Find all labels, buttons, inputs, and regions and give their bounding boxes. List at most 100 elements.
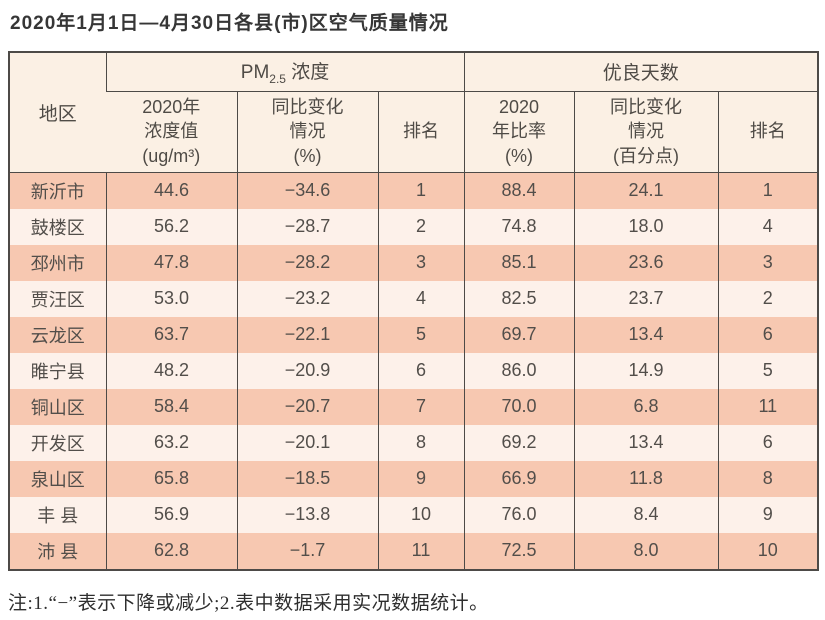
cell-days-change: 23.7 [573,280,719,317]
pm25-label-subscript: 2.5 [269,71,286,86]
cell-days-change: 11.8 [573,460,719,497]
cell-pm-rank: 5 [377,316,465,353]
cell-days-change: 8.4 [573,496,719,533]
pm25-label-prefix: PM [240,62,270,84]
cell-days-ratio: 72.5 [463,532,575,570]
cell-pm-rank: 1 [377,172,465,209]
table-row: 开发区 63.2 −20.1 8 69.2 13.4 6 [9,424,819,461]
cell-days-rank: 11 [717,388,819,425]
cell-pm-value: 63.7 [105,316,237,353]
table-row: 沛 县 62.8 −1.7 11 72.5 8.0 10 [9,532,819,570]
table-row: 云龙区 63.7 −22.1 5 69.7 13.4 6 [9,316,819,353]
table-header: 地区 PM2.5 浓度 优良天数 2020年 浓度值 (ug/m³) 同比变化 … [9,51,819,173]
cell-pm-change: −22.1 [236,316,378,353]
cell-days-ratio: 76.0 [463,496,575,533]
cell-days-rank: 2 [717,280,819,317]
cell-region: 睢宁县 [9,352,106,389]
cell-pm-change: −20.7 [236,388,378,425]
cell-pm-rank: 7 [377,388,465,425]
cell-pm-value: 65.8 [105,460,237,497]
cell-region: 丰 县 [9,496,106,533]
cell-days-ratio: 69.7 [463,316,575,353]
cell-region: 沛 县 [9,532,106,570]
cell-days-rank: 8 [717,460,819,497]
cell-days-change: 6.8 [573,388,719,425]
cell-pm-rank: 8 [377,424,465,461]
cell-pm-change: −13.8 [236,496,378,533]
cell-pm-value: 44.6 [105,172,237,209]
header-group-good-days: 优良天数 [463,51,819,92]
cell-days-ratio: 66.9 [463,460,575,497]
cell-region: 铜山区 [9,388,106,425]
page-title: 2020年1月1日—4月30日各县(市)区空气质量情况 [10,13,449,34]
cell-days-change: 8.0 [573,532,719,570]
header-pm-change: 同比变化 情况 (%) [236,91,378,173]
cell-region: 开发区 [9,424,106,461]
cell-days-rank: 5 [717,352,819,389]
cell-region: 云龙区 [9,316,106,353]
header-sub-row: 2020年 浓度值 (ug/m³) 同比变化 情况 (%) 排名 2020 年比… [9,91,819,173]
cell-days-change: 18.0 [573,208,719,245]
header-days-change: 同比变化 情况 (百分点) [573,91,719,173]
cell-pm-rank: 2 [377,208,465,245]
cell-days-rank: 6 [717,424,819,461]
cell-days-change: 13.4 [573,316,719,353]
header-region: 地区 [9,51,106,173]
cell-pm-change: −20.1 [236,424,378,461]
cell-days-ratio: 69.2 [463,424,575,461]
header-days-rank: 排名 [717,91,819,173]
header-days-ratio: 2020 年比率 (%) [463,91,575,173]
cell-pm-value: 62.8 [105,532,237,570]
cell-days-rank: 4 [717,208,819,245]
cell-days-rank: 10 [717,532,819,570]
table-row: 泉山区 65.8 −18.5 9 66.9 11.8 8 [9,460,819,497]
cell-days-change: 23.6 [573,244,719,281]
cell-pm-value: 47.8 [105,244,237,281]
cell-pm-rank: 9 [377,460,465,497]
cell-pm-rank: 11 [377,532,465,570]
cell-days-ratio: 74.8 [463,208,575,245]
table-row: 睢宁县 48.2 −20.9 6 86.0 14.9 5 [9,352,819,389]
cell-days-change: 14.9 [573,352,719,389]
cell-pm-change: −20.9 [236,352,378,389]
cell-pm-change: −28.7 [236,208,378,245]
cell-pm-rank: 4 [377,280,465,317]
cell-region: 鼓楼区 [9,208,106,245]
header-group-row: 地区 PM2.5 浓度 优良天数 [9,51,819,173]
cell-pm-value: 48.2 [105,352,237,389]
cell-days-rank: 6 [717,316,819,353]
cell-region: 邳州市 [9,244,106,281]
footnote: 注:1.“−”表示下降或减少;2.表中数据采用实况数据统计。 [8,592,489,614]
cell-pm-value: 56.2 [105,208,237,245]
cell-pm-rank: 6 [377,352,465,389]
cell-days-change: 24.1 [573,172,719,209]
table-row: 铜山区 58.4 −20.7 7 70.0 6.8 11 [9,388,819,425]
table-row: 丰 县 56.9 −13.8 10 76.0 8.4 9 [9,496,819,533]
cell-days-ratio: 88.4 [463,172,575,209]
table-row: 鼓楼区 56.2 −28.7 2 74.8 18.0 4 [9,208,819,245]
cell-pm-change: −18.5 [236,460,378,497]
cell-region: 泉山区 [9,460,106,497]
cell-days-ratio: 86.0 [463,352,575,389]
cell-days-rank: 1 [717,172,819,209]
cell-days-ratio: 70.0 [463,388,575,425]
header-group-pm25: PM2.5 浓度 [105,51,465,92]
cell-pm-rank: 10 [377,496,465,533]
table-row: 邳州市 47.8 −28.2 3 85.1 23.6 3 [9,244,819,281]
cell-pm-change: −34.6 [236,172,378,209]
cell-pm-change: −28.2 [236,244,378,281]
pm25-label-suffix: 浓度 [285,62,330,84]
table-body: 新沂市 44.6 −34.6 1 88.4 24.1 1 鼓楼区 56.2 −28.7 2 74.8 1… [9,172,819,570]
cell-region: 贾汪区 [9,280,106,317]
cell-days-rank: 3 [717,244,819,281]
cell-days-rank: 9 [717,496,819,533]
table-row: 新沂市 44.6 −34.6 1 88.4 24.1 1 [9,172,819,209]
cell-pm-change: −23.2 [236,280,378,317]
cell-days-ratio: 82.5 [463,280,575,317]
cell-pm-value: 53.0 [105,280,237,317]
cell-region: 新沂市 [9,172,106,209]
cell-pm-value: 63.2 [105,424,237,461]
table-row: 贾汪区 53.0 −23.2 4 82.5 23.7 2 [9,280,819,317]
air-quality-table: 地区 PM2.5 浓度 优良天数 2020年 浓度值 (ug/m³) 同比变化 … [8,50,820,571]
